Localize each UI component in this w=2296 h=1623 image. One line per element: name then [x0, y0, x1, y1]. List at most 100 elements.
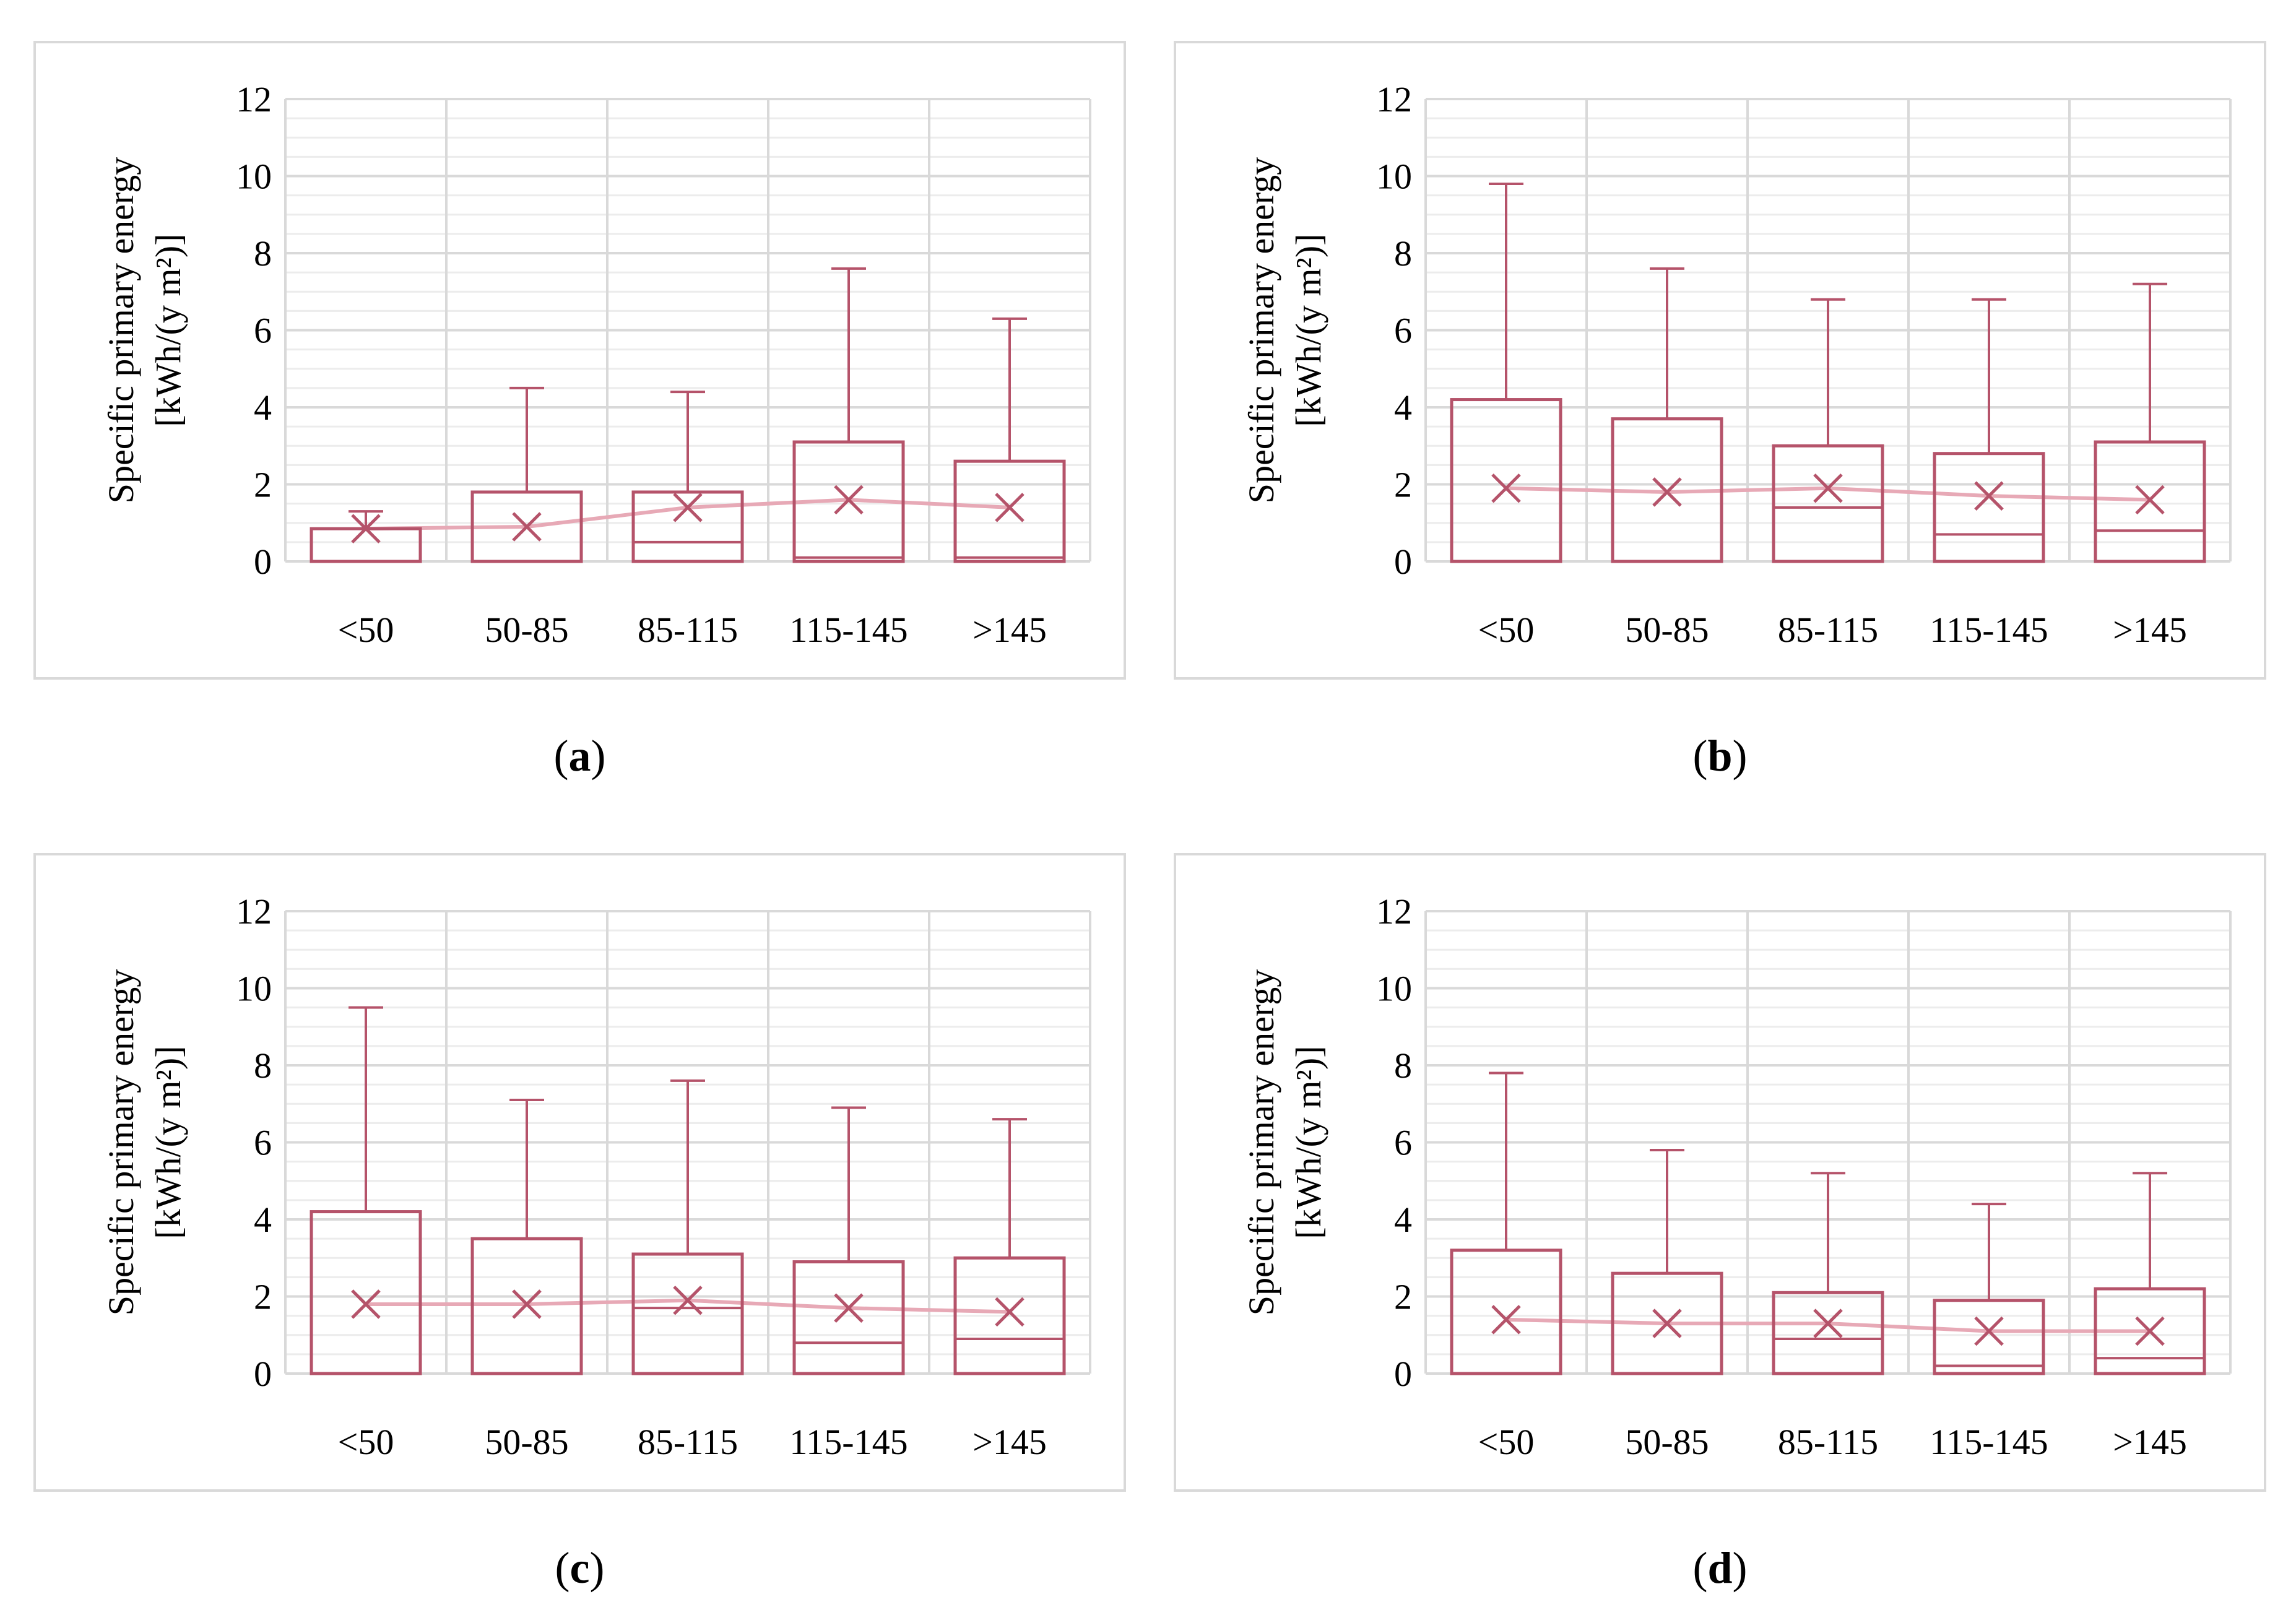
x-category-label: 85-115	[638, 1422, 738, 1462]
caption-a-label: a	[568, 731, 591, 781]
x-category-label: >145	[973, 610, 1047, 650]
y-tick-label: 12	[1376, 79, 1412, 119]
x-category-label: <50	[1478, 1422, 1535, 1462]
mean-marker	[1491, 473, 1521, 503]
chart-b-svg: 0 2 4 6 8 10 12 Specific primary energy [kWh/(y …	[1241, 79, 2232, 650]
box	[470, 490, 583, 563]
y-tick-label: 12	[236, 79, 272, 119]
x-category-label: 85-115	[1778, 610, 1878, 650]
box	[310, 1210, 422, 1375]
caption-b-label: b	[1707, 731, 1733, 781]
box	[470, 1237, 583, 1375]
y-tick-label: 8	[1394, 233, 1412, 274]
y-tick-label: 10	[1376, 157, 1412, 197]
x-category-label: >145	[2113, 1422, 2187, 1462]
y-tick-label: 10	[236, 157, 272, 197]
mean-marker	[995, 1297, 1025, 1327]
box	[1772, 444, 1884, 563]
chart-d-svg: 0 2 4 6 8 10 12 Specific primary energy [kWh/(y …	[1241, 891, 2232, 1462]
mean-marker	[351, 1289, 381, 1319]
box	[2094, 1287, 2206, 1375]
y-tick-label: 2	[254, 1277, 272, 1317]
mean-marker	[1652, 1309, 1682, 1338]
chart-c-svg: 0 2 4 6 8 10 12 Specific primary energy [kWh/(y …	[101, 891, 1091, 1462]
caption-a: (a)	[553, 731, 606, 781]
chart-a-svg: 0 2 4 6 8 10 12 Specific primary energy [kWh/(y …	[101, 79, 1091, 650]
mean-marker	[995, 493, 1025, 522]
mean-marker	[1974, 481, 2004, 511]
y-tick-label: 2	[1394, 1277, 1412, 1317]
x-category-label: 85-115	[638, 610, 738, 650]
chart-panel-c: 0 2 4 6 8 10 12 Specific primary energy [kWh/(y …	[33, 853, 1126, 1492]
caption-c: (c)	[555, 1543, 605, 1593]
mean-marker	[2135, 1316, 2165, 1346]
mean-marker	[1974, 1316, 2004, 1346]
x-category-label: >145	[973, 1422, 1047, 1462]
y-tick-label: 8	[254, 1045, 272, 1086]
mean-marker	[1491, 1305, 1521, 1335]
x-category-label: <50	[1478, 610, 1535, 650]
x-category-label: 115-145	[789, 610, 908, 650]
chart-panel-d: 0 2 4 6 8 10 12 Specific primary energy [kWh/(y …	[1174, 853, 2266, 1492]
y-tick-label: 0	[1394, 1354, 1412, 1394]
y-tick-label: 2	[1394, 465, 1412, 505]
y-tick-label: 6	[254, 1123, 272, 1163]
box	[792, 440, 905, 563]
box	[2094, 440, 2206, 563]
x-category-label: 50-85	[485, 1422, 568, 1462]
y-tick-label: 0	[254, 1354, 272, 1394]
y-tick-label: 12	[1376, 891, 1412, 932]
box	[953, 459, 1066, 563]
mean-marker	[834, 485, 864, 515]
y-tick-label: 4	[254, 387, 272, 428]
x-category-label: 115-145	[1930, 610, 2048, 650]
y-axis-title-line2: [kWh/(y m²)]	[148, 233, 188, 426]
mean-marker	[1813, 473, 1843, 503]
box	[1933, 452, 2045, 563]
mean-marker	[1652, 477, 1682, 507]
mean-marker	[351, 514, 381, 543]
mean-marker	[673, 1285, 703, 1315]
mean-marker	[2135, 485, 2165, 515]
y-tick-label: 0	[254, 542, 272, 582]
mean-marker	[512, 1289, 542, 1319]
x-category-label: 50-85	[1625, 1422, 1709, 1462]
y-axis-title-line1: Specific primary energy	[1241, 969, 1281, 1315]
box	[953, 1256, 1066, 1375]
mean-marker	[1813, 1309, 1843, 1338]
x-category-label: 50-85	[485, 610, 568, 650]
chart-panel-a: 0 2 4 6 8 10 12 Specific primary energy [kWh/(y …	[33, 41, 1126, 680]
y-tick-label: 8	[254, 233, 272, 274]
y-axis-title-line2: [kWh/(y m²)]	[1288, 1045, 1328, 1239]
y-tick-label: 6	[1394, 311, 1412, 351]
y-axis-title-line2: [kWh/(y m²)]	[148, 1045, 188, 1239]
box	[631, 490, 744, 563]
x-category-label: <50	[338, 610, 394, 650]
x-category-label: 115-145	[789, 1422, 908, 1462]
caption-b: (b)	[1692, 731, 1748, 781]
x-category-label: 115-145	[1930, 1422, 2048, 1462]
box	[1933, 1299, 2045, 1375]
mean-marker	[834, 1293, 864, 1323]
box	[310, 527, 422, 563]
x-category-label: <50	[338, 1422, 394, 1462]
mean-marker	[512, 512, 542, 542]
caption-d-label: d	[1707, 1543, 1733, 1593]
box	[1450, 398, 1562, 563]
mean-marker	[673, 493, 703, 522]
box	[1611, 1271, 1723, 1375]
box	[1772, 1291, 1884, 1375]
y-axis-title-line1: Specific primary energy	[101, 157, 141, 503]
y-tick-label: 4	[254, 1200, 272, 1240]
box	[792, 1260, 905, 1375]
y-tick-label: 10	[236, 969, 272, 1009]
y-axis-title-line2: [kWh/(y m²)]	[1288, 233, 1328, 426]
y-axis-title-line1: Specific primary energy	[101, 969, 141, 1315]
caption-c-label: c	[570, 1543, 590, 1593]
y-tick-label: 0	[1394, 542, 1412, 582]
y-tick-label: 8	[1394, 1045, 1412, 1086]
y-tick-label: 10	[1376, 969, 1412, 1009]
y-axis-title-line1: Specific primary energy	[1241, 157, 1281, 503]
x-category-label: 50-85	[1625, 610, 1709, 650]
x-category-label: 85-115	[1778, 1422, 1878, 1462]
